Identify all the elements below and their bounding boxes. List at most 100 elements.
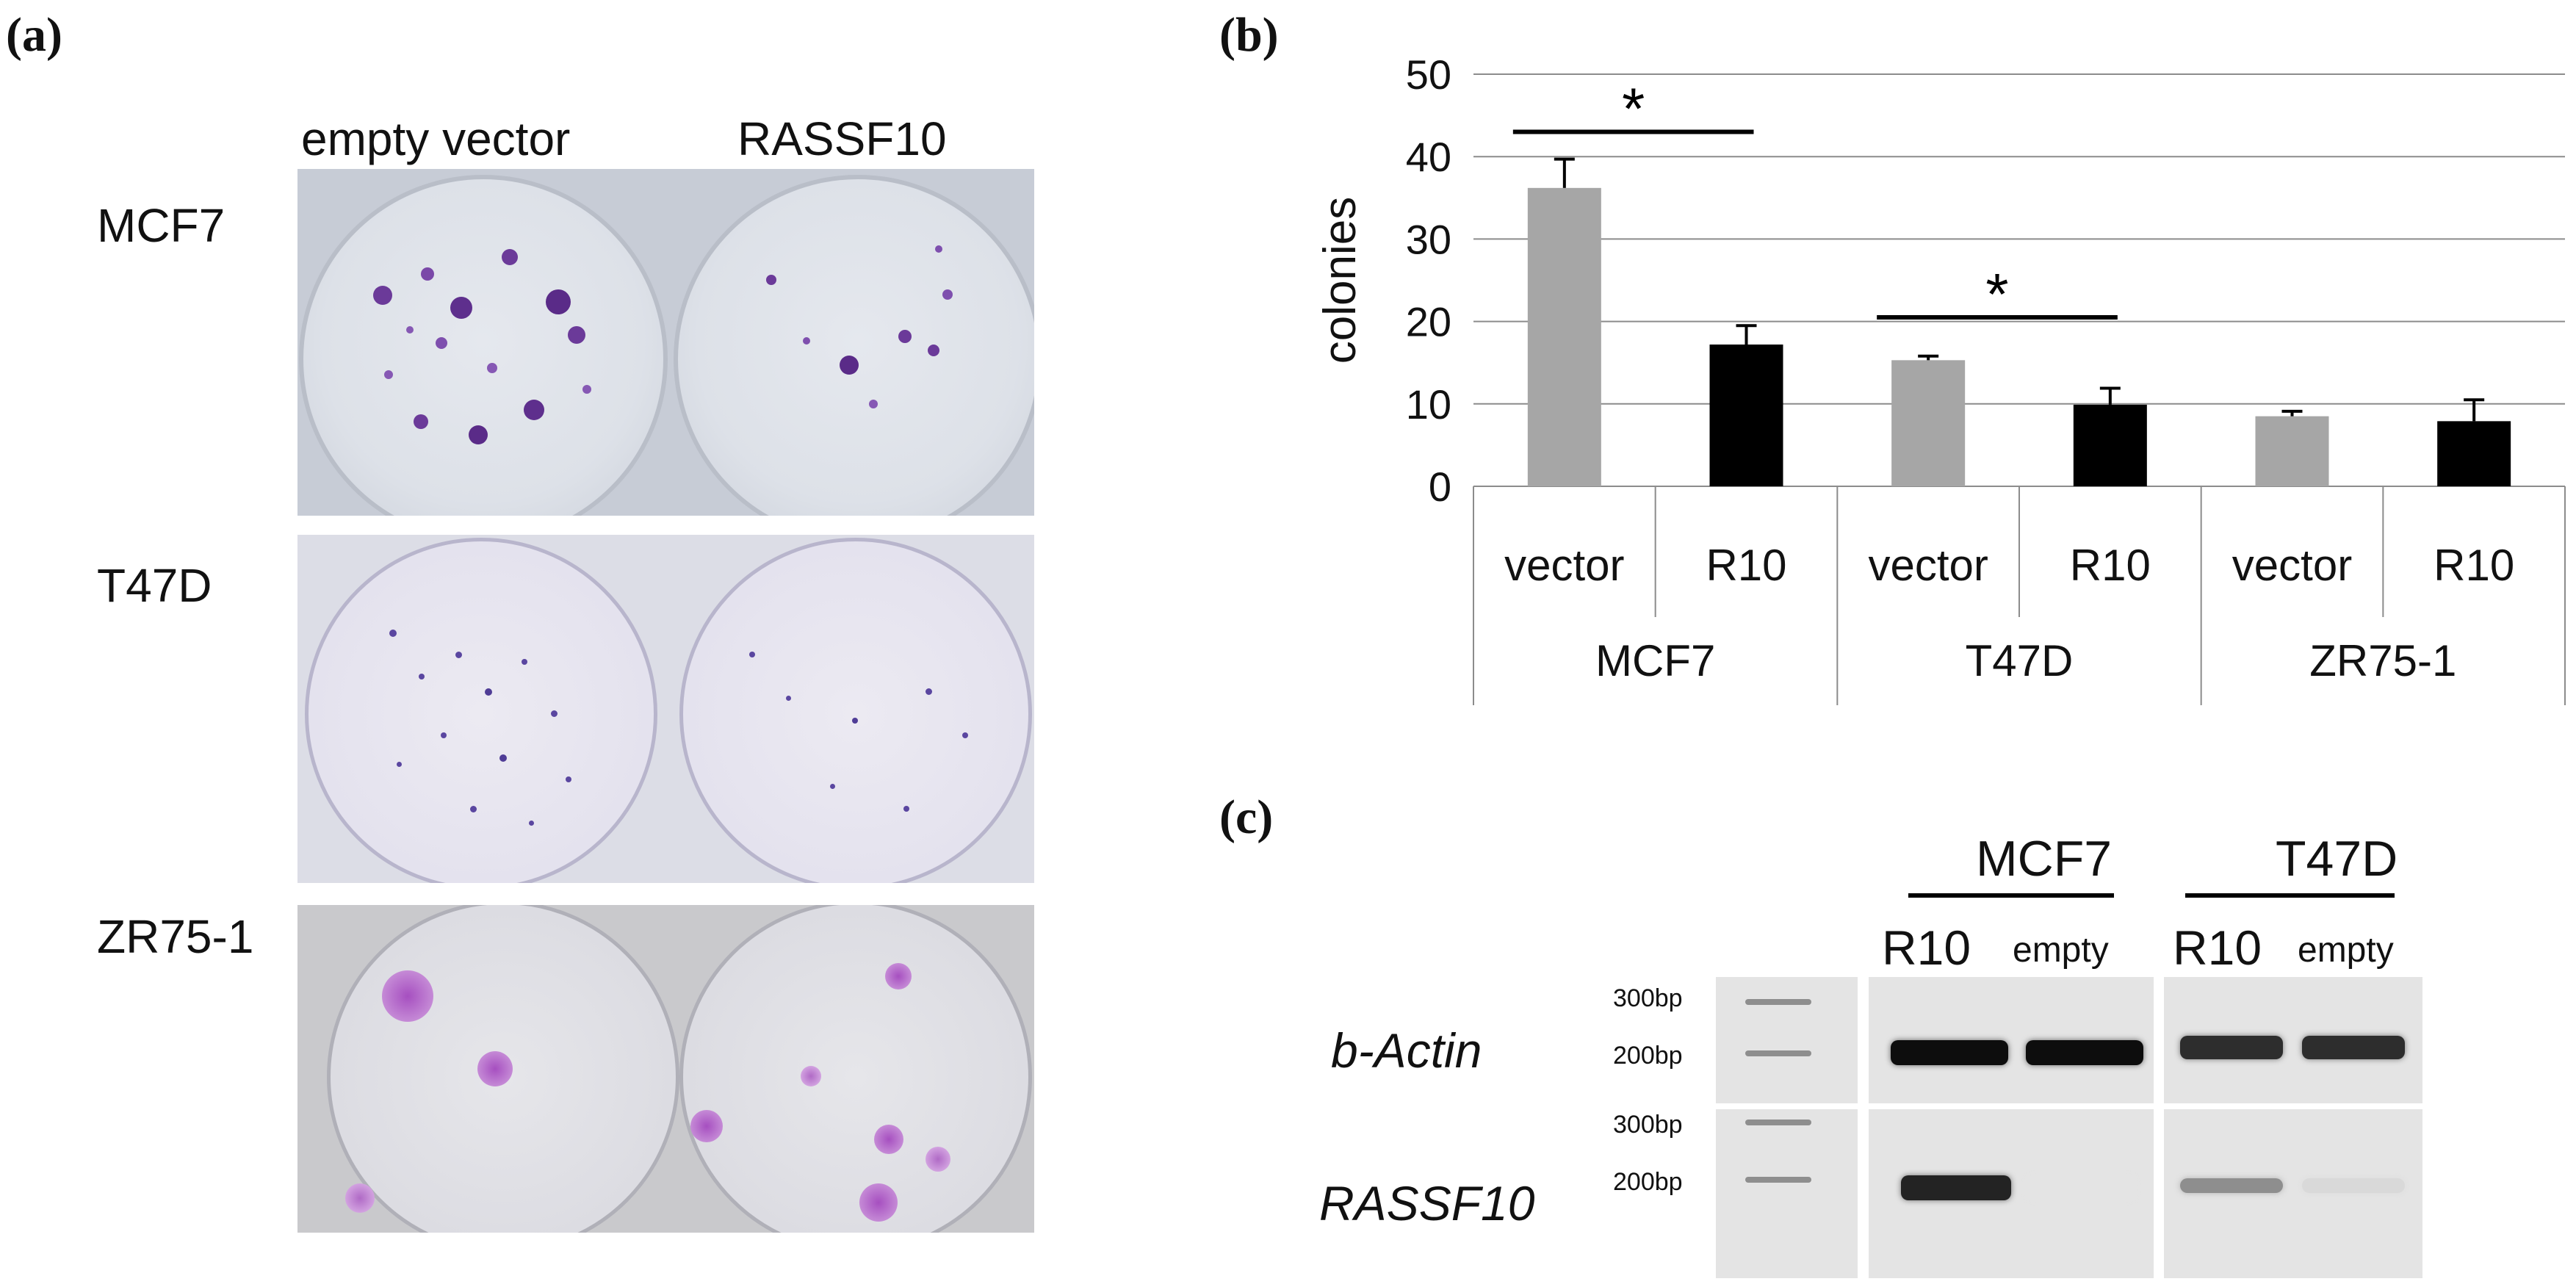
colony [421,267,434,281]
bar-t47d-r10 [2073,404,2147,486]
colony [859,1183,898,1222]
panel-c-letter: (c) [1219,790,1274,844]
colony [499,754,507,762]
ladder-label-200bp-bottom: 200bp [1613,1168,1683,1196]
colony [546,289,571,314]
ladder-band-200bp [1745,1050,1811,1056]
band-t47d-empty-actin [2302,1036,2405,1059]
y-tick-label: 50 [1406,51,1451,98]
x-category-label: vector [1868,541,1988,590]
colony [803,337,810,345]
y-axis-label: colonies [1315,197,1365,364]
x-category-label: R10 [1706,541,1786,590]
colony [566,776,571,782]
colony [926,1147,950,1172]
x-category-label: R10 [2434,541,2514,590]
bar-t47d-vector [1891,360,1966,486]
bar-zr75-1-vector [2255,416,2329,486]
colony-bar-chart: 0 10 20 30 40 50 colonies vector R10 vector R10 vec… [1315,51,2566,705]
colony [373,286,392,305]
lane-label-mcf7-r10: R10 [1882,920,1971,975]
colony [962,732,968,738]
x-category-label: R10 [2070,541,2151,590]
mcf7-rassf10-dish [674,175,1034,516]
group-underline-mcf7 [1908,893,2114,898]
colony [874,1125,903,1154]
colony [522,659,527,665]
colony [384,370,393,379]
colony [786,696,791,701]
gel-mcf7-actin [1869,977,2154,1103]
column-label-rassf10: RASSF10 [737,112,947,165]
colony [441,732,447,738]
x-group-label: MCF7 [1595,636,1715,685]
colony [582,385,591,394]
colony [935,245,942,253]
colony [942,289,953,300]
significance-star: * [1622,76,1645,142]
mcf7-plate-photo [297,169,1034,516]
colony [840,356,859,375]
colony [406,326,414,334]
band-mcf7-empty-rassf10 [2026,1175,2136,1200]
gel-ladder-actin [1716,977,1858,1103]
gel-t47d-actin [2164,977,2422,1103]
y-tick-label: 20 [1406,299,1451,345]
ladder-band-300bp [1745,999,1811,1005]
bar-mcf7-vector [1527,187,1601,486]
row-label-mcf7: MCF7 [97,199,226,252]
band-t47d-empty-rassf10 [2302,1178,2405,1193]
colony [869,400,878,408]
colony [470,806,477,812]
lane-label-t47d-empty: empty [2298,931,2394,970]
x-group-label: T47D [1966,636,2074,685]
colony [455,652,462,658]
bar-mcf7-r10 [1709,345,1783,486]
colony [397,762,402,767]
gene-label-b-actin: b-Actin [1331,1023,1482,1078]
colony [389,630,397,637]
colony [477,1051,513,1086]
ladder-band-300bp [1745,1120,1811,1125]
colony [524,400,544,420]
colony [690,1110,723,1142]
colony [529,821,534,826]
colony [852,718,858,724]
significance-star: * [1985,262,2008,327]
bar-zr75-1-r10 [2437,421,2511,486]
gel-mcf7-rassf10 [1869,1109,2154,1278]
y-tick-label: 0 [1429,464,1451,510]
zr75-1-empty-vector-dish [327,905,679,1233]
y-tick-label: 10 [1406,381,1451,428]
colony [469,425,488,444]
colony [903,806,909,812]
group-label-t47d: T47D [2276,831,2398,887]
t47d-empty-vector-dish [305,538,657,883]
column-label-empty-vector: empty vector [301,112,571,165]
ladder-label-300bp-top: 300bp [1613,984,1683,1012]
colony [436,337,447,349]
group-underline-t47d [2185,893,2395,898]
colony [502,249,518,265]
colony [766,275,776,285]
x-category-label: vector [1504,541,1624,590]
colony [487,363,497,373]
colony [928,345,939,356]
x-group-label: ZR75-1 [2309,636,2456,685]
colony [885,963,912,989]
colony [749,652,755,657]
colony [450,297,472,319]
mcf7-empty-vector-dish [299,175,668,516]
gel-ladder-rassf10 [1716,1109,1858,1278]
colony [898,330,912,343]
x-category-label: vector [2232,541,2352,590]
t47d-rassf10-dish [679,538,1032,883]
y-tick-label: 30 [1406,216,1451,262]
panel-b-letter: (b) [1219,8,1279,62]
band-mcf7-r10-actin [1891,1040,2008,1065]
gel-t47d-rassf10 [2164,1109,2422,1278]
gene-label-rassf10: RASSF10 [1319,1176,1535,1230]
zr75-1-plate-photo [297,905,1034,1233]
colony [830,784,835,789]
